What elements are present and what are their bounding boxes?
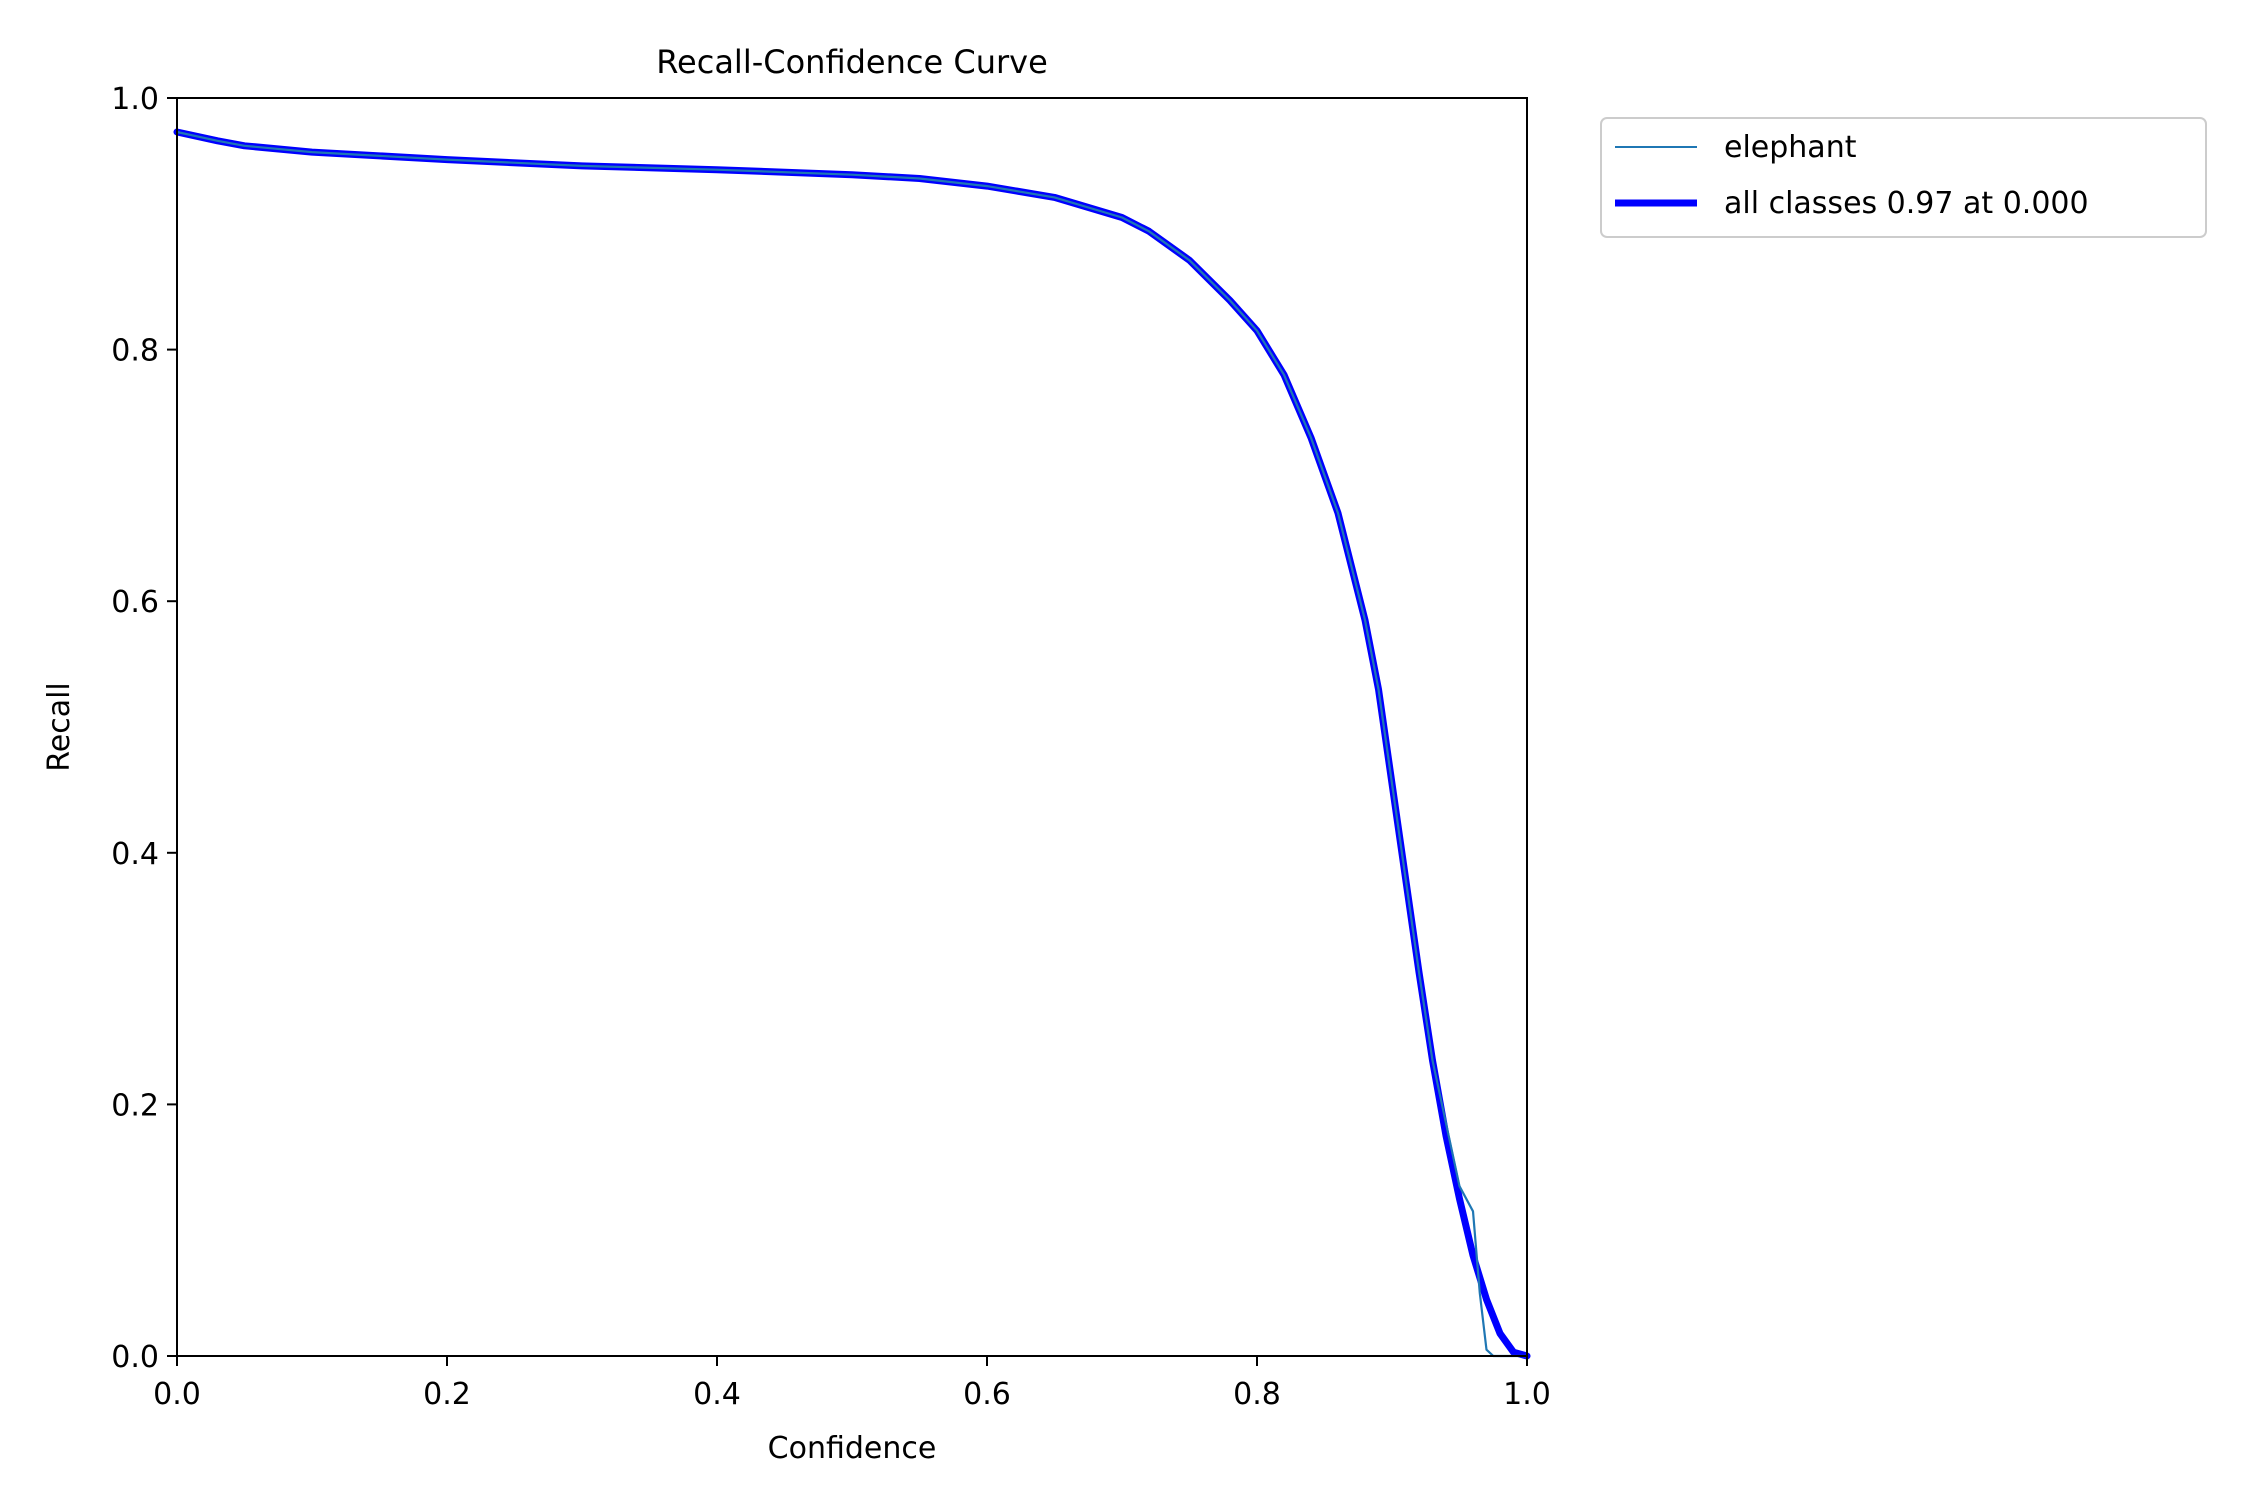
- x-tick-label: 0.6: [963, 1377, 1011, 1412]
- x-tick-label: 0.0: [153, 1377, 201, 1412]
- y-tick-label: 0.2: [111, 1088, 159, 1123]
- y-tick-label: 1.0: [111, 82, 159, 117]
- x-axis-ticks: 0.0 0.2 0.4 0.6 0.8 1.0: [153, 1356, 1551, 1412]
- legend-label-elephant: elephant: [1724, 130, 1857, 165]
- y-tick-label: 0.6: [111, 585, 159, 620]
- series-layer: [173, 128, 1531, 1360]
- legend-label-all-classes: all classes 0.97 at 0.000: [1724, 186, 2089, 221]
- legend: elephant all classes 0.97 at 0.000: [1600, 117, 2207, 238]
- y-axis-label: Recall: [42, 682, 77, 772]
- y-axis-ticks: 0.0 0.2 0.4 0.6 0.8 1.0: [111, 82, 177, 1375]
- series-line-elephant: [175, 130, 1529, 1358]
- x-tick-label: 0.8: [1233, 1377, 1281, 1412]
- x-tick-label: 1.0: [1503, 1377, 1551, 1412]
- legend-box: [1600, 117, 2207, 238]
- y-tick-label: 0.4: [111, 837, 159, 872]
- x-tick-label: 0.4: [693, 1377, 741, 1412]
- y-tick-label: 0.8: [111, 334, 159, 369]
- plot-frame: [176, 97, 1528, 1357]
- x-tick-label: 0.2: [423, 1377, 471, 1412]
- x-axis-label: Confidence: [768, 1431, 937, 1466]
- chart-title: Recall-Confidence Curve: [656, 43, 1048, 81]
- y-tick-label: 0.0: [111, 1340, 159, 1375]
